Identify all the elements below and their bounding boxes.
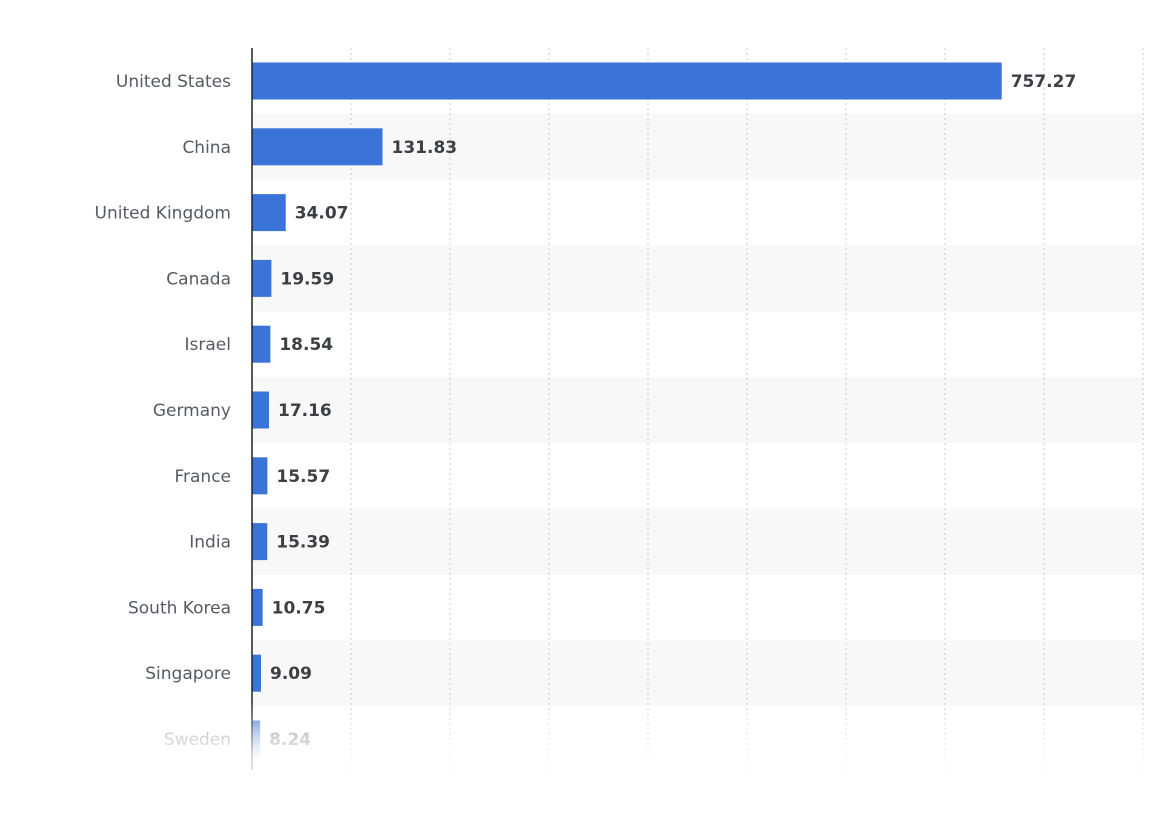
- row-stripe: [252, 245, 1143, 312]
- bar-israel[interactable]: [252, 325, 271, 363]
- value-label-united-states: 757.27: [1011, 72, 1077, 92]
- value-label-china: 131.83: [392, 138, 458, 158]
- category-label-south-korea: South Korea: [128, 598, 231, 618]
- value-label-india: 15.39: [276, 533, 330, 553]
- bar-india[interactable]: [252, 523, 268, 561]
- value-label-singapore: 9.09: [270, 664, 312, 684]
- bar-canada[interactable]: [252, 259, 272, 297]
- row-stripe: [252, 640, 1143, 707]
- row-stripe: [252, 377, 1143, 443]
- category-label-germany: Germany: [153, 401, 231, 421]
- value-label-germany: 17.16: [278, 401, 332, 421]
- row-stripe: [252, 113, 1143, 180]
- value-label-united-kingdom: 34.07: [295, 204, 349, 224]
- category-label-india: India: [189, 533, 231, 553]
- gridlines: [350, 48, 1144, 770]
- value-label-israel: 18.54: [279, 335, 333, 355]
- row-stripe: [252, 508, 1143, 575]
- category-label-united-kingdom: United Kingdom: [95, 204, 231, 224]
- bars: [252, 62, 1002, 758]
- bar-south-korea[interactable]: [252, 588, 263, 626]
- bar-germany[interactable]: [252, 391, 269, 429]
- category-label-france: France: [174, 467, 231, 487]
- category-label-sweden: Sweden: [164, 730, 231, 750]
- value-label-south-korea: 10.75: [272, 598, 326, 618]
- category-label-china: China: [182, 138, 231, 158]
- bar-france[interactable]: [252, 457, 268, 495]
- bar-sweden[interactable]: [252, 720, 261, 758]
- value-label-france: 15.57: [276, 467, 330, 487]
- bar-united-kingdom[interactable]: [252, 194, 286, 232]
- category-label-united-states: United States: [116, 72, 231, 92]
- category-label-canada: Canada: [166, 269, 231, 289]
- category-label-israel: Israel: [185, 335, 231, 355]
- category-label-singapore: Singapore: [145, 664, 231, 684]
- value-label-sweden: 8.24: [269, 730, 311, 750]
- category-labels: United States China United Kingdom Canada Is…: [95, 72, 232, 750]
- bar-singapore[interactable]: [252, 654, 261, 692]
- value-label-canada: 19.59: [280, 269, 334, 289]
- bar-china[interactable]: [252, 128, 383, 166]
- bar-united-states[interactable]: [252, 62, 1002, 100]
- row-stripes: [252, 113, 1143, 707]
